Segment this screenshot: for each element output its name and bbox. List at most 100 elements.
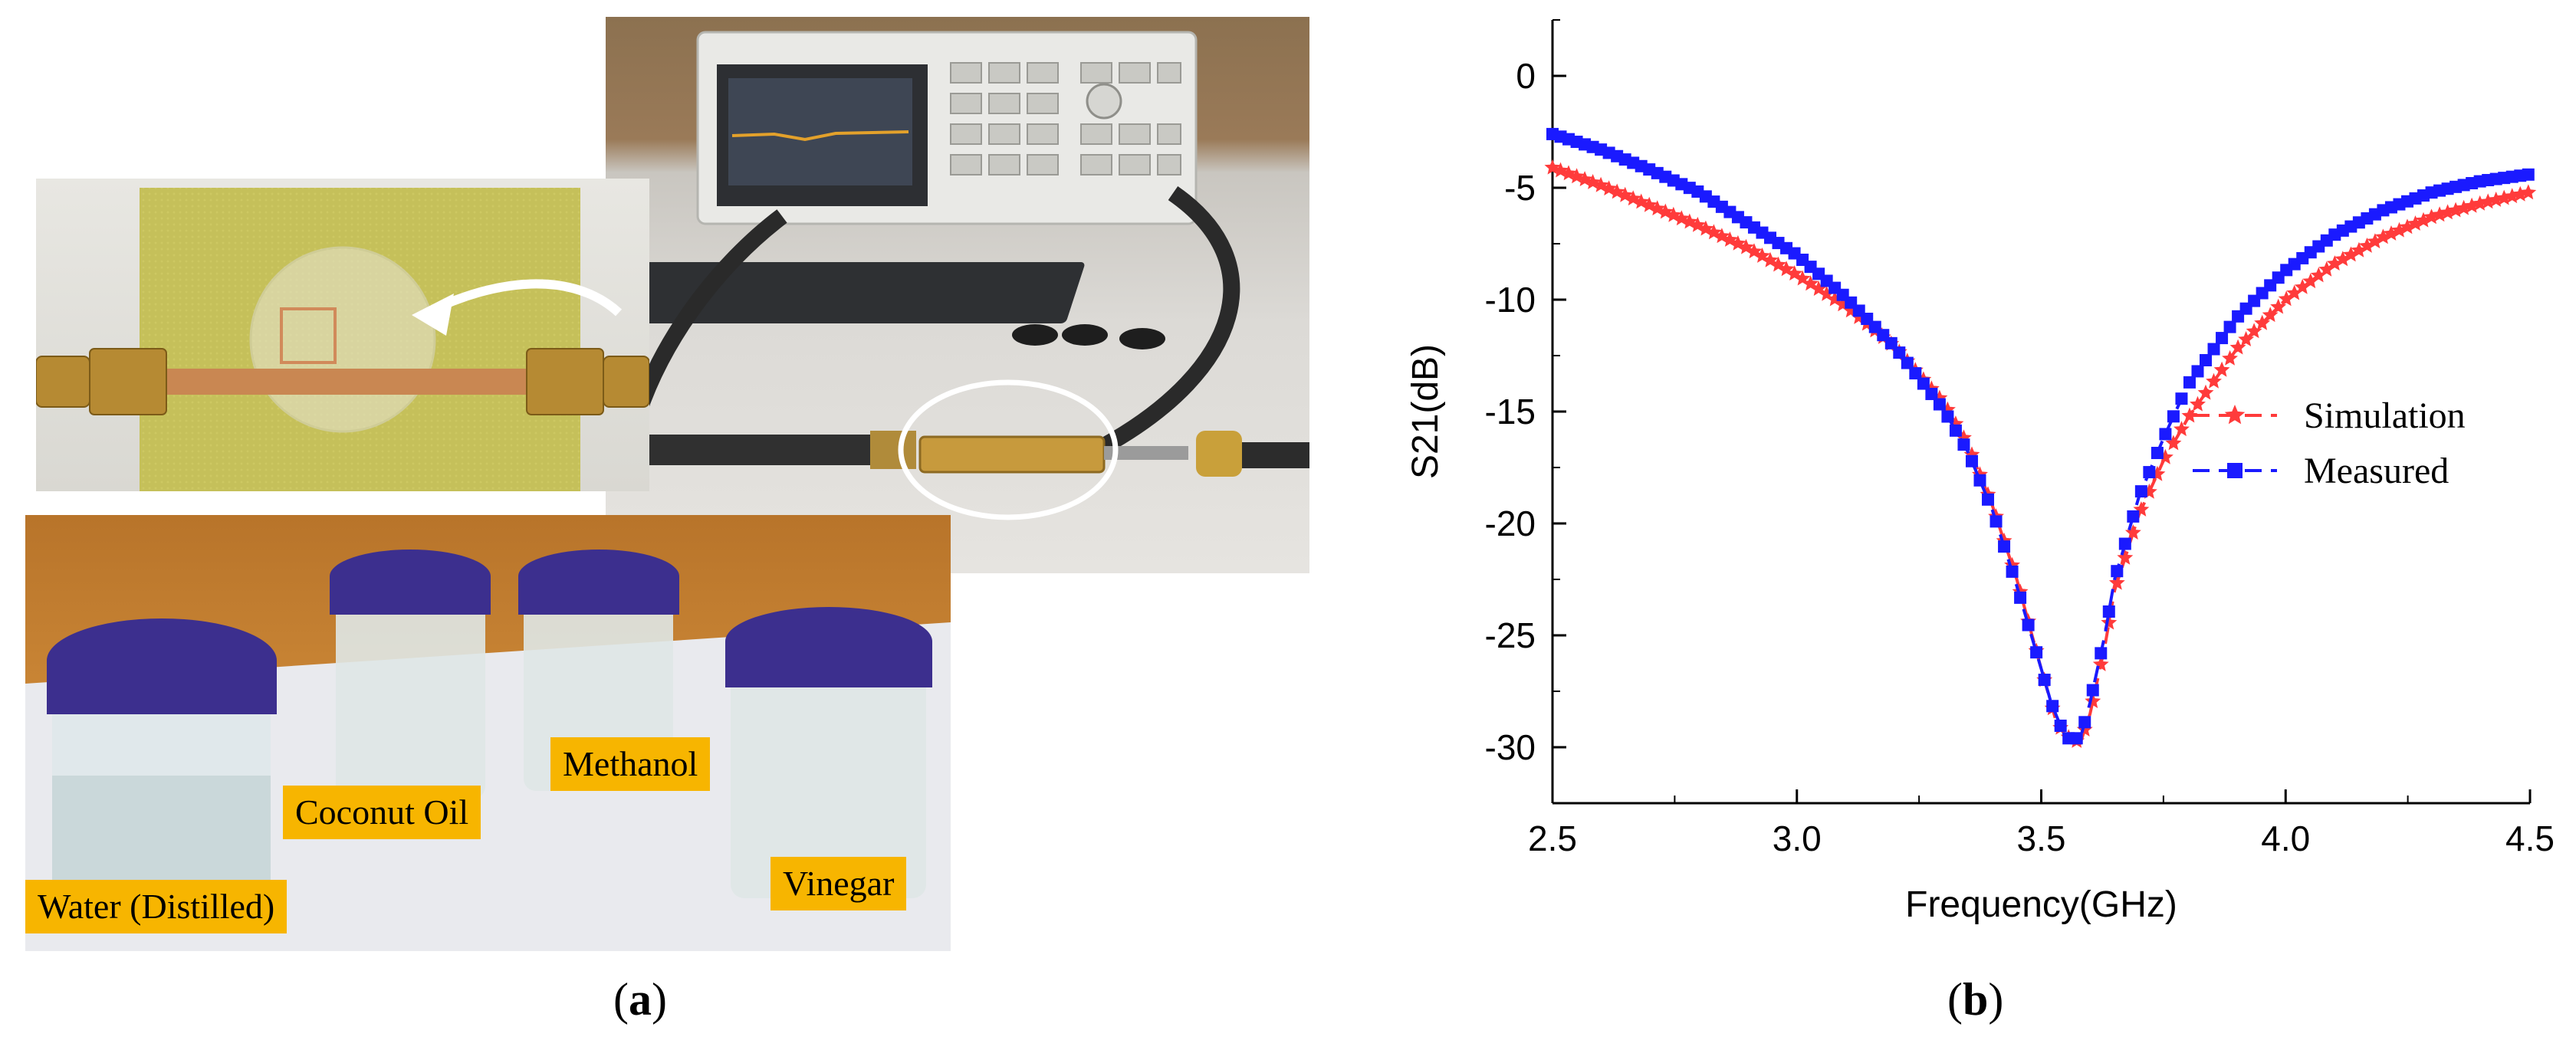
data-point — [2046, 700, 2059, 713]
data-point — [2167, 410, 2180, 423]
y-axis-label: S21(dB) — [1405, 344, 1446, 479]
data-point — [1990, 515, 2003, 528]
data-point — [2213, 361, 2230, 377]
data-point — [2111, 565, 2124, 578]
data-point — [2254, 314, 2271, 330]
liquid-samples-photo — [25, 515, 951, 951]
data-point — [2318, 261, 2335, 277]
data-point — [2086, 684, 2099, 697]
data-point — [1949, 424, 1962, 437]
legend-marker — [2227, 463, 2242, 478]
panel-b-caption: (b) — [1947, 974, 2004, 1025]
y-tick-label: -5 — [1504, 168, 1536, 208]
data-point — [2222, 349, 2238, 366]
data-point — [1884, 336, 1898, 349]
data-point — [2191, 365, 2204, 378]
data-point — [2190, 395, 2206, 412]
data-point — [1909, 367, 1922, 380]
x-tick-label: 3.5 — [2017, 819, 2066, 858]
data-point — [2278, 290, 2295, 307]
data-point — [2310, 267, 2327, 283]
data-point — [2022, 618, 2035, 632]
series-measured — [1546, 127, 2535, 745]
data-point — [2375, 228, 2391, 244]
data-point — [1965, 454, 1978, 468]
data-point — [2175, 392, 2188, 405]
data-point — [1592, 176, 1609, 192]
y-tick-label: -30 — [1485, 727, 1536, 767]
data-point — [1901, 356, 1914, 369]
data-point — [2095, 647, 2108, 660]
x-axis-label: Frequency(GHz) — [1905, 884, 2177, 925]
vna-setup-photo — [606, 17, 1309, 573]
label-coconut-oil: Coconut Oil — [283, 786, 481, 839]
data-point — [2101, 614, 2118, 630]
data-point — [2326, 255, 2343, 271]
data-point — [1982, 493, 1995, 506]
legend-marker — [2224, 405, 2246, 425]
chart-legend: Simulation Measured — [2193, 395, 2466, 491]
legend-label: Simulation — [2304, 395, 2466, 436]
y-tick-label: -15 — [1485, 392, 1536, 431]
legend-label: Measured — [2304, 451, 2449, 491]
data-point — [2302, 273, 2319, 289]
data-point — [1917, 377, 1930, 390]
data-point — [2127, 510, 2140, 523]
data-point — [2207, 343, 2220, 356]
data-point — [1973, 474, 1986, 487]
data-point — [2150, 447, 2164, 460]
data-point — [2415, 212, 2432, 228]
data-point — [2102, 605, 2115, 618]
data-point — [2157, 448, 2174, 464]
y-tick-label: -25 — [1485, 615, 1536, 655]
data-point — [2270, 298, 2287, 314]
data-point — [2351, 241, 2367, 258]
chart-series — [1544, 127, 2537, 748]
data-point — [2054, 719, 2067, 732]
data-point — [2399, 218, 2416, 235]
panel-a-caption: (a) — [613, 974, 667, 1025]
data-point — [2197, 384, 2214, 400]
data-point — [2014, 591, 2027, 604]
data-point — [2342, 246, 2359, 262]
data-point — [2206, 372, 2222, 389]
data-point — [1893, 346, 1906, 359]
x-tick-label: 2.5 — [1528, 819, 1577, 858]
data-point — [2038, 674, 2051, 687]
data-point — [1641, 196, 1658, 212]
y-tick-label: 0 — [1516, 56, 1536, 96]
data-point — [2165, 435, 2182, 451]
data-point — [2006, 565, 2019, 578]
data-point — [2262, 307, 2279, 323]
data-point — [2181, 407, 2198, 423]
data-point — [2367, 233, 2384, 249]
data-point — [2183, 376, 2196, 389]
data-point — [2118, 537, 2131, 550]
data-point — [2070, 732, 2083, 745]
data-point — [2522, 168, 2535, 181]
data-point — [2520, 184, 2537, 200]
data-point — [2200, 353, 2213, 366]
data-point — [1941, 410, 1954, 423]
data-point — [2078, 716, 2091, 729]
data-point — [2358, 238, 2375, 253]
data-point — [2334, 251, 2351, 267]
label-water-distilled: Water (Distilled) — [25, 880, 288, 933]
label-methanol: Methanol — [550, 737, 711, 791]
data-point — [2159, 428, 2172, 441]
data-point — [2407, 215, 2423, 231]
data-point — [2216, 332, 2229, 345]
data-point — [1998, 540, 2011, 553]
chart-axes: 0 -5 -10 -15 -20 -25 -30 2.5 3.0 3.5 4.0 4.5 — [1485, 19, 2555, 858]
data-point — [2174, 421, 2190, 437]
data-point — [1925, 388, 1938, 401]
data-point — [2108, 574, 2125, 590]
data-point — [2229, 339, 2246, 355]
data-point — [2238, 331, 2255, 346]
data-point — [1933, 398, 1946, 411]
y-tick-label: -20 — [1485, 504, 1536, 543]
data-point — [2383, 225, 2400, 241]
data-point — [1722, 231, 1738, 247]
data-point — [1957, 438, 1970, 451]
data-point — [2391, 221, 2407, 238]
